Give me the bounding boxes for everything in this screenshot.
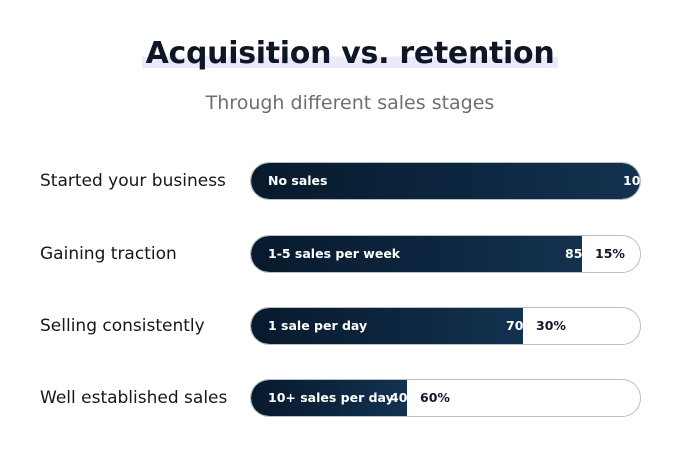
bar-stage-label: 10+ sales per day xyxy=(268,390,394,405)
bar-stage-label: 1-5 sales per week xyxy=(268,246,401,261)
data-label-retention: 60% xyxy=(420,390,450,405)
row-label: Selling consistently xyxy=(40,316,205,336)
row-label: Started your business xyxy=(40,171,226,191)
bar-segment-acquisition xyxy=(251,308,523,344)
data-label-acquisition: 85% xyxy=(565,246,595,261)
data-label-retention: 30% xyxy=(536,318,566,333)
bar-stage-label: 1 sale per day xyxy=(268,318,368,333)
bar-stage-label: No sales xyxy=(268,173,328,188)
chart-title: Acquisition vs. retention xyxy=(0,36,700,71)
bar-track: 1 sale per day 70% 30% xyxy=(250,307,641,345)
bar-segment-acquisition xyxy=(251,236,582,272)
row-label: Well established sales xyxy=(40,388,228,408)
bar-track: No sales 100% xyxy=(250,162,641,200)
bar-segment-acquisition xyxy=(251,380,407,416)
row-label: Gaining traction xyxy=(40,244,177,264)
bar-track: 10+ sales per day 40% 60% xyxy=(250,379,641,417)
bar-segment-acquisition xyxy=(251,163,640,199)
data-label-acquisition: 40% xyxy=(390,390,420,405)
data-label-retention: 15% xyxy=(595,246,625,261)
chart-subtitle: Through different sales stages xyxy=(205,92,495,114)
bar-track: 1-5 sales per week 85% 15% xyxy=(250,235,641,273)
data-label-acquisition: 100% xyxy=(623,173,641,188)
data-label-acquisition: 70% xyxy=(506,318,536,333)
